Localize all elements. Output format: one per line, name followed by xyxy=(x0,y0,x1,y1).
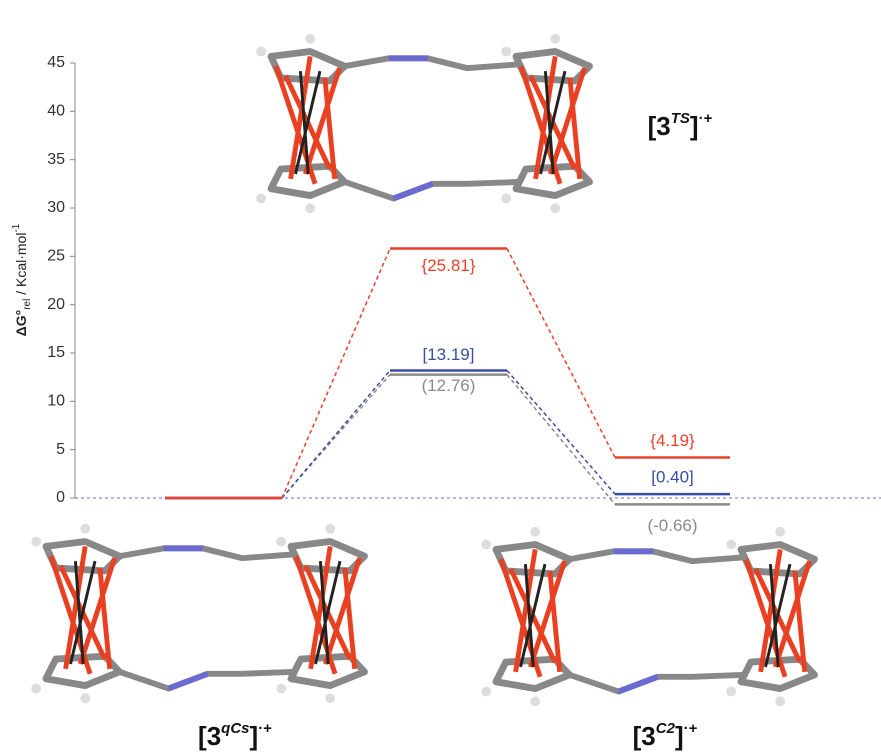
y-tick-label: 20 xyxy=(47,296,65,313)
y-label-part: rel xyxy=(22,299,33,310)
molecule-qcs xyxy=(31,524,364,703)
y-tick-label: 30 xyxy=(47,199,65,216)
structure-label-part: [3 xyxy=(198,721,221,751)
y-label-part: ΔG° xyxy=(13,310,29,337)
y-tick-label: 10 xyxy=(47,393,65,410)
y-label-part: -1 xyxy=(11,223,22,232)
structure-label-part: ] xyxy=(675,721,684,751)
value-label: [0.40] xyxy=(651,468,694,487)
structure-label-part: ·+ xyxy=(699,110,713,127)
connector xyxy=(507,370,615,494)
y-label-part: / Kcal·mol xyxy=(13,233,29,299)
structure-label: [3C2]·+ xyxy=(633,720,698,750)
y-tick-label: 45 xyxy=(47,54,65,71)
y-tick-label: 15 xyxy=(47,344,65,361)
value-label: {25.81} xyxy=(422,256,476,275)
value-label: (-0.66) xyxy=(647,516,697,535)
y-tick-label: 40 xyxy=(47,103,65,120)
structure-label: [3TS]·+ xyxy=(648,110,713,140)
structure-label-part: [3 xyxy=(633,721,656,751)
structure-label-part: [3 xyxy=(648,111,671,141)
structure-label-part: ] xyxy=(690,111,699,141)
value-label: (12.76) xyxy=(422,376,476,395)
y-tick-label: 5 xyxy=(56,441,65,458)
y-axis-label: ΔG°rel / Kcal·mol-1 xyxy=(11,223,33,336)
y-tick-label: 0 xyxy=(56,489,65,506)
molecule-ts xyxy=(256,34,589,213)
y-tick-label: 25 xyxy=(47,248,65,265)
connector xyxy=(282,370,390,498)
structure-label-part: ] xyxy=(250,721,259,751)
structure-label-part: qCs xyxy=(221,720,249,737)
structure-label-part: ·+ xyxy=(684,720,698,737)
structure-label: [3qCs]·+ xyxy=(198,720,272,750)
structure-label-part: TS xyxy=(671,110,690,127)
value-label: [13.19] xyxy=(423,345,475,364)
connector xyxy=(507,249,615,458)
molecule-c2 xyxy=(481,527,814,706)
chart: ΔG°rel / Kcal·mol-1 0 5 10 15 20 25 30 35 40 45 (1… xyxy=(0,0,881,753)
connector xyxy=(507,375,615,505)
y-tick-label: 35 xyxy=(47,151,65,168)
structure-label-part: C2 xyxy=(656,720,676,737)
connector xyxy=(282,249,390,498)
structure-label-part: ·+ xyxy=(258,720,272,737)
value-label: {4.19} xyxy=(650,431,695,450)
